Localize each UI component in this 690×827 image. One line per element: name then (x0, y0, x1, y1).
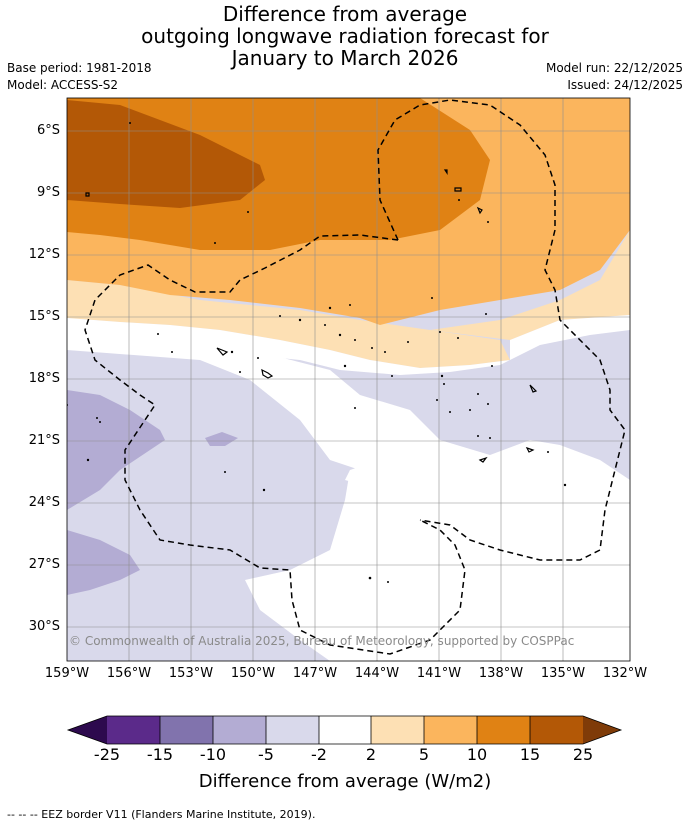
colorbar-tick: 2 (365, 745, 377, 764)
lat-label: 12°S (28, 247, 60, 262)
cb-p2-p5 (371, 716, 424, 744)
lon-label: 150°W (230, 666, 276, 681)
region-n2-p2 (67, 330, 630, 661)
cb-p10-p15 (477, 716, 530, 744)
title-line-2: outgoing longwave radiation forecast for (141, 24, 549, 48)
colorbar-tick: 5 (418, 745, 430, 764)
cb-p15-p25 (530, 716, 583, 744)
copyright-notice: © Commonwealth of Australia 2025, Bureau… (69, 634, 575, 648)
colorbar-tick: -15 (146, 745, 174, 764)
lat-label: 18°S (28, 371, 60, 386)
lon-label: 132°W (602, 666, 648, 681)
base-period: Base period: 1981-2018 (7, 61, 152, 75)
region-n10-n5-upper (67, 390, 165, 510)
lon-label: 147°W (292, 666, 338, 681)
map-frame (66, 97, 631, 662)
title-line-3: January to March 2026 (231, 46, 459, 70)
eez-borders (84, 99, 626, 655)
cb-n5-n2 (266, 716, 319, 744)
cb-below-min (68, 716, 107, 744)
issued-date: Issued: 24/12/2025 (567, 78, 683, 92)
lon-label: 141°W (416, 666, 462, 681)
grid (67, 98, 630, 661)
islands (85, 169, 538, 463)
colorbar-tick: -10 (199, 745, 227, 764)
region-n10-n5-lower (67, 530, 140, 595)
region-p2-p5-east (430, 230, 630, 340)
lon-label: 138°W (478, 666, 524, 681)
cb-p5-p10 (424, 716, 477, 744)
lat-label: 21°S (28, 433, 60, 448)
lon-label: 156°W (106, 666, 152, 681)
cb-n25-n15 (107, 716, 160, 744)
lon-label: 153°W (168, 666, 214, 681)
colorbar-tick: 25 (572, 745, 594, 764)
lon-label: 135°W (540, 666, 586, 681)
lon-label: 159°W (44, 666, 90, 681)
colorbar (66, 715, 623, 745)
model-run: Model run: 22/12/2025 (545, 61, 683, 75)
lat-label: 6°S (36, 123, 60, 138)
colorbar-tick: -2 (311, 745, 327, 764)
region-n10-n5-patch (205, 432, 238, 446)
lon-label: 144°W (354, 666, 400, 681)
colorbar-label: Difference from average (W/m2) (198, 771, 492, 792)
island-dots (67, 122, 567, 583)
model-name: Model: ACCESS-S2 (7, 78, 119, 92)
lat-label: 9°S (36, 185, 60, 200)
lat-label: 15°S (28, 309, 60, 324)
cb-n2-p2 (319, 716, 371, 744)
colorbar-tick: 10 (466, 745, 488, 764)
colorbar-tick: 15 (519, 745, 541, 764)
cb-n10-n5 (213, 716, 266, 744)
cb-n15-n10 (160, 716, 213, 744)
colorbar-tick: -5 (258, 745, 274, 764)
region-p15-p25 (67, 100, 265, 208)
lat-label: 30°S (28, 619, 60, 634)
map-area (67, 98, 630, 661)
cb-above-max (583, 716, 621, 744)
colorbar-tick: -25 (93, 745, 121, 764)
eez-footer-note: -- -- -- EEZ border V11 (Flanders Marine… (7, 808, 316, 821)
region-p2-p5-west (67, 280, 510, 368)
lat-label: 24°S (28, 495, 60, 510)
lat-label: 27°S (28, 557, 60, 572)
title-line-1: Difference from average (222, 2, 468, 26)
